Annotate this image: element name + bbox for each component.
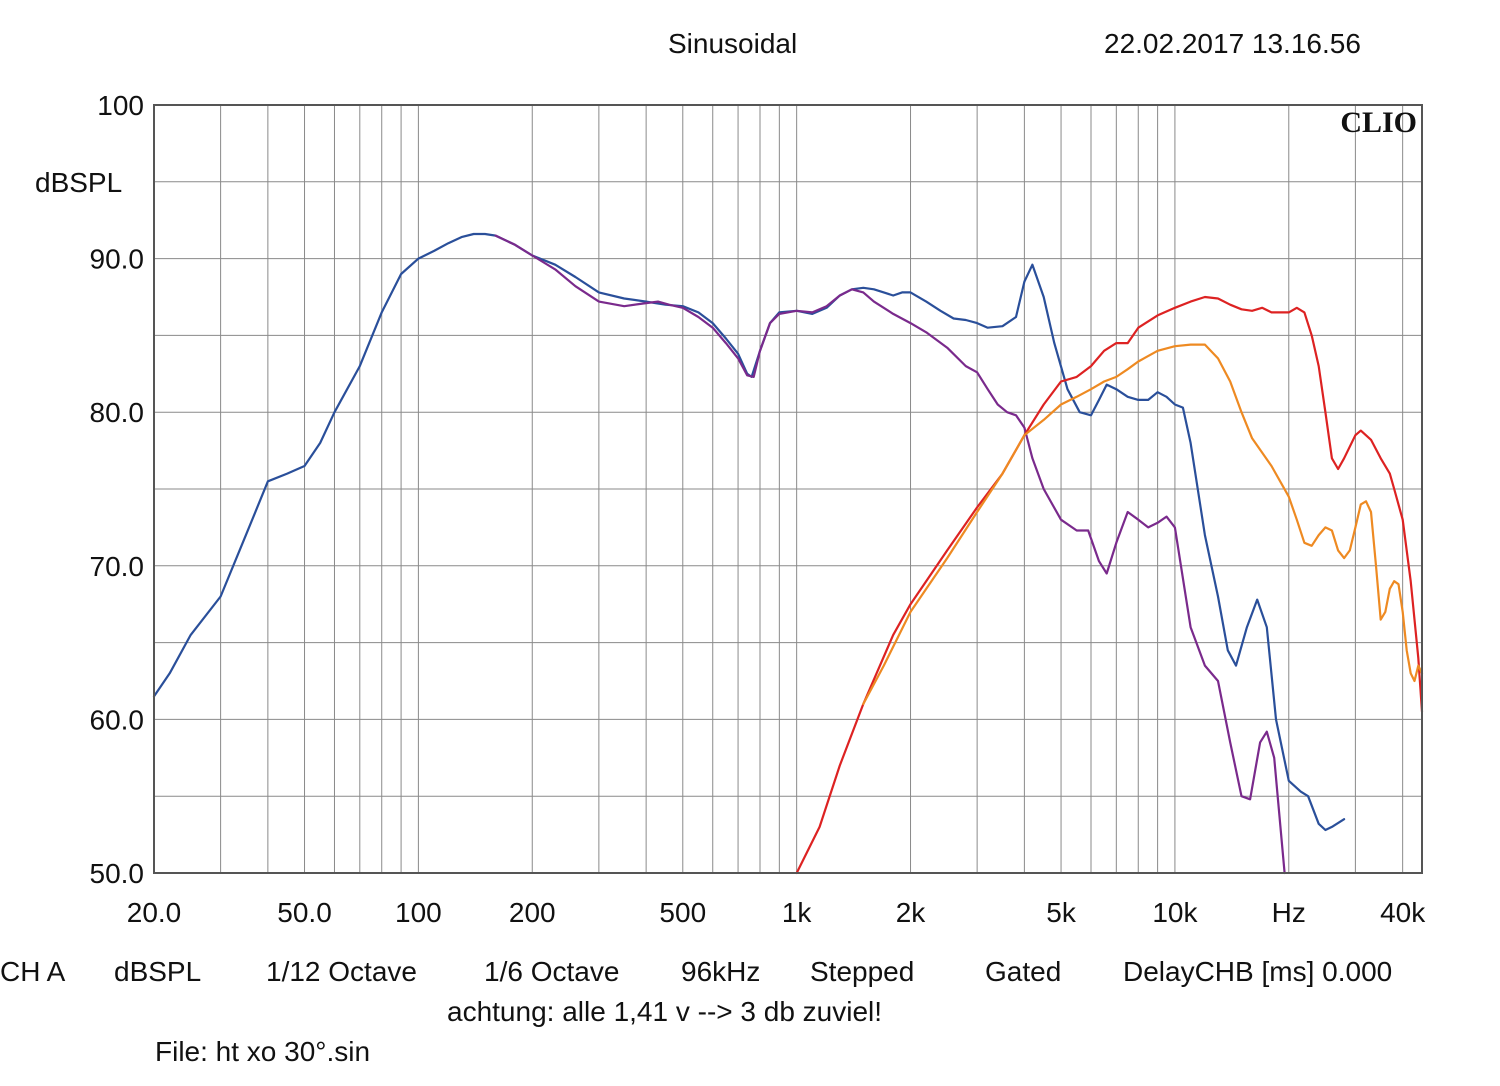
setting-mode: Stepped <box>810 956 915 987</box>
x-tick-label: 20.0 <box>127 897 182 928</box>
x-tick-label: 1k <box>782 897 813 928</box>
y-tick-label: 90.0 <box>90 244 145 275</box>
series-line-3 <box>862 343 1424 706</box>
x-tick-label: 200 <box>509 897 556 928</box>
timestamp: 22.02.2017 13.16.56 <box>1104 28 1361 59</box>
file-line: File: ht xo 30°.sin <box>155 1036 371 1067</box>
y-tick-label: 70.0 <box>90 551 145 582</box>
clio-brand-logo: CLIO <box>1340 106 1417 139</box>
x-tick-label: 500 <box>659 897 706 928</box>
setting-gating: Gated <box>985 956 1062 987</box>
series-line-0 <box>152 232 1346 832</box>
setting-resolution: 1/12 Octave <box>266 956 417 987</box>
series-line-2 <box>795 295 1424 875</box>
x-tick-label: 2k <box>896 897 927 928</box>
grid-minor <box>154 105 1422 873</box>
y-axis-unit-label: dBSPL <box>35 167 122 198</box>
y-tick-labels: 100 90.0 80.0 70.0 60.0 50.0 <box>90 90 145 889</box>
x-tick-labels: 20.0 50.0 100 200 500 1k 2k 5k 10k Hz 40k <box>127 897 1426 928</box>
y-tick-label: 50.0 <box>90 858 145 889</box>
x-tick-label: 5k <box>1046 897 1077 928</box>
setting-channel: CH A <box>0 956 66 987</box>
series-layer <box>152 232 1424 875</box>
x-tick-label: 40k <box>1380 897 1426 928</box>
series-line-1 <box>494 234 1286 875</box>
setting-smoothing: 1/6 Octave <box>484 956 620 987</box>
y-tick-label: 80.0 <box>90 397 145 428</box>
y-tick-label: 60.0 <box>90 704 145 735</box>
x-tick-label: 100 <box>395 897 442 928</box>
chart-title: Sinusoidal <box>668 28 798 59</box>
setting-unit: dBSPL <box>114 956 202 987</box>
note-line: achtung: alle 1,41 v --> 3 db zuviel! <box>447 996 883 1027</box>
x-tick-label: 50.0 <box>277 897 332 928</box>
setting-sample-rate: 96kHz <box>681 956 761 987</box>
setting-delay: DelayCHB [ms] 0.000 <box>1123 956 1393 987</box>
y-tick-label: 100 <box>97 90 144 121</box>
plot-frame <box>153 104 1423 874</box>
x-tick-label: Hz <box>1272 897 1306 928</box>
x-tick-label: 10k <box>1152 897 1198 928</box>
